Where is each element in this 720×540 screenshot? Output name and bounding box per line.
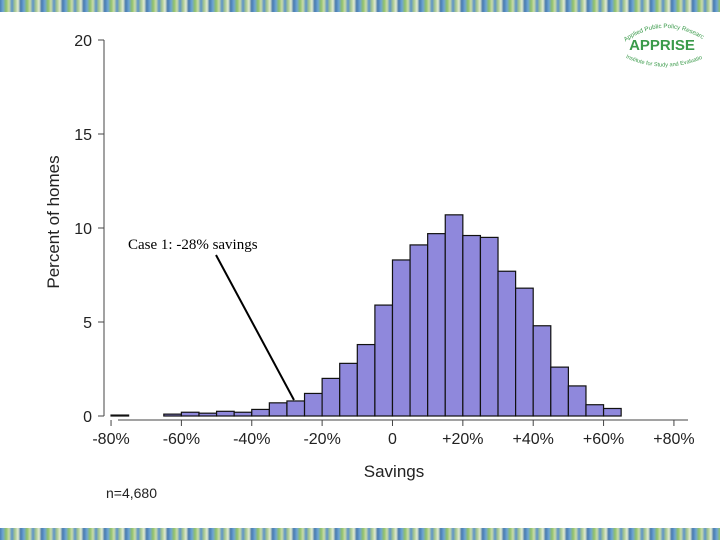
histogram-bar	[215, 410, 235, 417]
y-tick-label: 15	[74, 127, 92, 144]
histogram-bar	[391, 259, 411, 417]
histogram-bar	[409, 244, 429, 417]
y-axis-title: Percent of homes	[44, 155, 63, 288]
bottom-decorative-band	[0, 528, 720, 540]
histogram-bar	[497, 270, 517, 417]
x-tick-label: +80%	[653, 431, 694, 448]
annotation-group: Case 1: -28% savings	[128, 237, 295, 401]
histogram-bar	[110, 414, 130, 417]
y-tick-label: 20	[74, 33, 92, 50]
histogram-bar	[233, 411, 253, 417]
y-tick-label: 5	[83, 315, 92, 332]
annotation-pointer-line	[215, 254, 295, 401]
x-tick-label: +20%	[442, 431, 483, 448]
annotation-label: Case 1: -28% savings	[128, 237, 258, 253]
x-tick-label: +40%	[513, 431, 554, 448]
logo-name: APPRISE	[629, 37, 695, 54]
histogram-bar	[163, 413, 182, 417]
sample-size-note: n=4,680	[106, 485, 157, 501]
histogram-bar	[567, 385, 587, 417]
x-tick-label: -80%	[92, 431, 129, 448]
bars-group	[110, 214, 622, 417]
histogram-bar	[550, 366, 569, 417]
histogram-bar	[515, 287, 534, 417]
histogram-bar	[356, 343, 376, 417]
histogram-bar	[286, 400, 306, 417]
histogram-bar	[427, 233, 446, 417]
histogram-bar	[268, 402, 288, 417]
histogram-bar	[602, 407, 622, 417]
x-tick-label: -60%	[163, 431, 200, 448]
histogram-bar	[462, 234, 482, 417]
histogram-bar	[444, 214, 464, 417]
top-decorative-band	[0, 0, 720, 12]
histogram-bar	[532, 325, 552, 417]
histogram-bar	[585, 404, 605, 417]
histogram-bar	[339, 362, 358, 417]
x-tick-label: +60%	[583, 431, 624, 448]
histogram-bar	[198, 412, 218, 417]
histogram-bar	[321, 377, 341, 417]
axes-group: 0 5 10 15 20 -80% -60% -40% -20% 0 +20% +40% +60% +80…	[44, 33, 695, 481]
histogram-bar	[479, 236, 499, 417]
x-axis-title: Savings	[364, 462, 424, 481]
apprise-logo: Applied Public Policy Research APPRISE I…	[612, 18, 705, 69]
histogram-bar	[374, 304, 394, 417]
x-tick-label: -20%	[303, 431, 340, 448]
histogram-bar	[251, 408, 270, 417]
x-tick-label: 0	[388, 431, 397, 448]
histogram-bar	[180, 411, 200, 417]
y-tick-label: 10	[74, 221, 92, 238]
y-tick-label: 0	[83, 409, 92, 426]
x-tick-label: -40%	[233, 431, 270, 448]
histogram-bar	[303, 392, 323, 417]
